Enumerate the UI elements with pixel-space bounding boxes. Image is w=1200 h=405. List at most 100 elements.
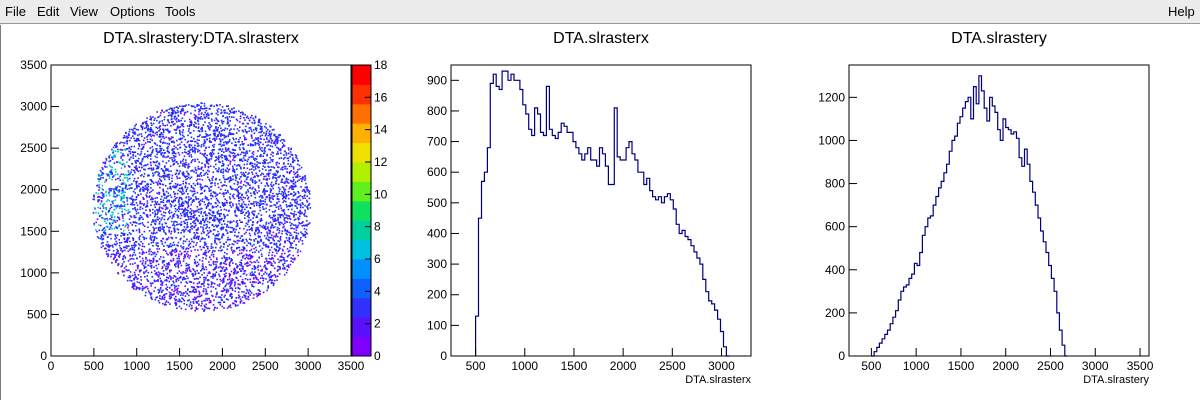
menu-file[interactable]: File [5, 4, 26, 19]
heatmap-cell [215, 206, 217, 208]
root-canvas[interactable]: DTA.slrastery:DTA.slrasterx 0 500 1000 1500 2… [0, 25, 1200, 400]
heatmap-cell [251, 162, 254, 165]
heatmap-cell [218, 215, 221, 217]
heatmap-cell [176, 209, 178, 211]
heatmap-cell [125, 247, 128, 249]
heatmap-cell [103, 232, 106, 235]
heatmap-cell [277, 240, 279, 242]
menu-edit[interactable]: Edit [37, 4, 60, 19]
heatmap-cell [181, 202, 184, 204]
heatmap-cell [228, 278, 231, 280]
heatmap-cell [301, 176, 304, 178]
heatmap-cell [243, 242, 246, 244]
heatmap-cell [142, 212, 145, 214]
heatmap-cell [290, 147, 292, 150]
menu-options[interactable]: Options [110, 4, 155, 19]
heatmap-cell [181, 272, 184, 275]
heatmap-cell [230, 258, 233, 260]
heatmap-cell [119, 162, 122, 165]
heatmap-cell [224, 198, 226, 200]
heatmap-cell [282, 201, 284, 204]
heatmap-cell [133, 251, 135, 254]
heatmap-cell [272, 176, 274, 178]
heatmap-cell [173, 225, 176, 227]
heatmap-cell [273, 215, 275, 218]
menu-tools[interactable]: Tools [165, 4, 196, 19]
heatmap-cell [220, 219, 222, 221]
heatmap-cell [232, 178, 234, 181]
heatmap-cell [222, 226, 225, 229]
heatmap-cell [92, 198, 95, 201]
heatmap-cell [175, 249, 178, 251]
heatmap-cell [197, 238, 200, 240]
heatmap-cell [212, 253, 215, 256]
heatmap-cell [237, 279, 240, 282]
heatmap-cell [210, 185, 213, 188]
heatmap-cell [234, 155, 236, 157]
heatmap-cell [274, 262, 276, 264]
heatmap-cell [106, 241, 109, 243]
heatmap-cell [227, 177, 230, 179]
heatmap-cell [209, 165, 212, 167]
heatmap-cell [125, 209, 128, 212]
heatmap-cell [176, 307, 178, 309]
heatmap-cell [157, 280, 159, 283]
heatmap-cell [148, 243, 150, 245]
heatmap-cell [257, 121, 260, 124]
heatmap-cell [195, 265, 198, 267]
heatmap-cell [199, 222, 202, 225]
heatmap-cell [121, 208, 123, 210]
heatmap-cell [177, 265, 179, 267]
heatmap-cell [190, 238, 193, 240]
heatmap-cell [206, 274, 209, 277]
heatmap-cell [126, 188, 129, 191]
heatmap-cell [113, 144, 116, 147]
heatmap-cell [143, 173, 146, 175]
heatmap-cell [179, 238, 181, 241]
heatmap-cell [277, 216, 279, 219]
heatmap-cell [102, 196, 105, 198]
heatmap-cell [152, 174, 155, 176]
heatmap-cell [208, 212, 211, 214]
heatmap-cell [188, 143, 191, 146]
heatmap-cell [234, 241, 237, 243]
heatmap-cell [193, 235, 196, 238]
heatmap-cell [218, 239, 220, 241]
heatmap-cell [100, 170, 102, 173]
menu-view[interactable]: View [70, 4, 98, 19]
heatmap-cell [296, 237, 298, 239]
heatmap-cell [240, 205, 243, 208]
heatmap-cell [286, 180, 288, 183]
heatmap-cell [283, 145, 286, 147]
heatmap-cell [229, 201, 231, 204]
heatmap-cell [153, 142, 156, 144]
heatmap-cell [215, 163, 217, 166]
heatmap-cell [232, 203, 234, 205]
heatmap-cell [240, 263, 243, 265]
heatmap-cell [246, 132, 248, 134]
heatmap-cell [165, 190, 168, 193]
heatmap-cell [241, 186, 243, 188]
heatmap-cell [258, 241, 260, 244]
heatmap-cell [295, 244, 297, 246]
heatmap-cell [240, 259, 243, 261]
heatmap-cell [231, 188, 233, 191]
heatmap-cell [160, 112, 162, 114]
heatmap-cell [137, 267, 139, 270]
heatmap-cell [263, 132, 265, 134]
heatmap-cell [229, 204, 231, 207]
menu-help[interactable]: Help [1168, 4, 1195, 19]
heatmap-cell [225, 290, 228, 292]
heatmap-cell [218, 201, 221, 204]
heatmap-cell [132, 198, 135, 201]
heatmap-cell [111, 214, 114, 216]
heatmap-cell [117, 204, 120, 207]
heatmap-cell [261, 202, 264, 205]
heatmap-cell [133, 180, 135, 182]
heatmap-cell [308, 197, 311, 200]
heatmap-cell [173, 205, 176, 208]
heatmap-cell [253, 273, 255, 276]
heatmap-cell [286, 206, 288, 208]
heatmap-cell [131, 128, 133, 131]
heatmap-cell [266, 138, 268, 141]
